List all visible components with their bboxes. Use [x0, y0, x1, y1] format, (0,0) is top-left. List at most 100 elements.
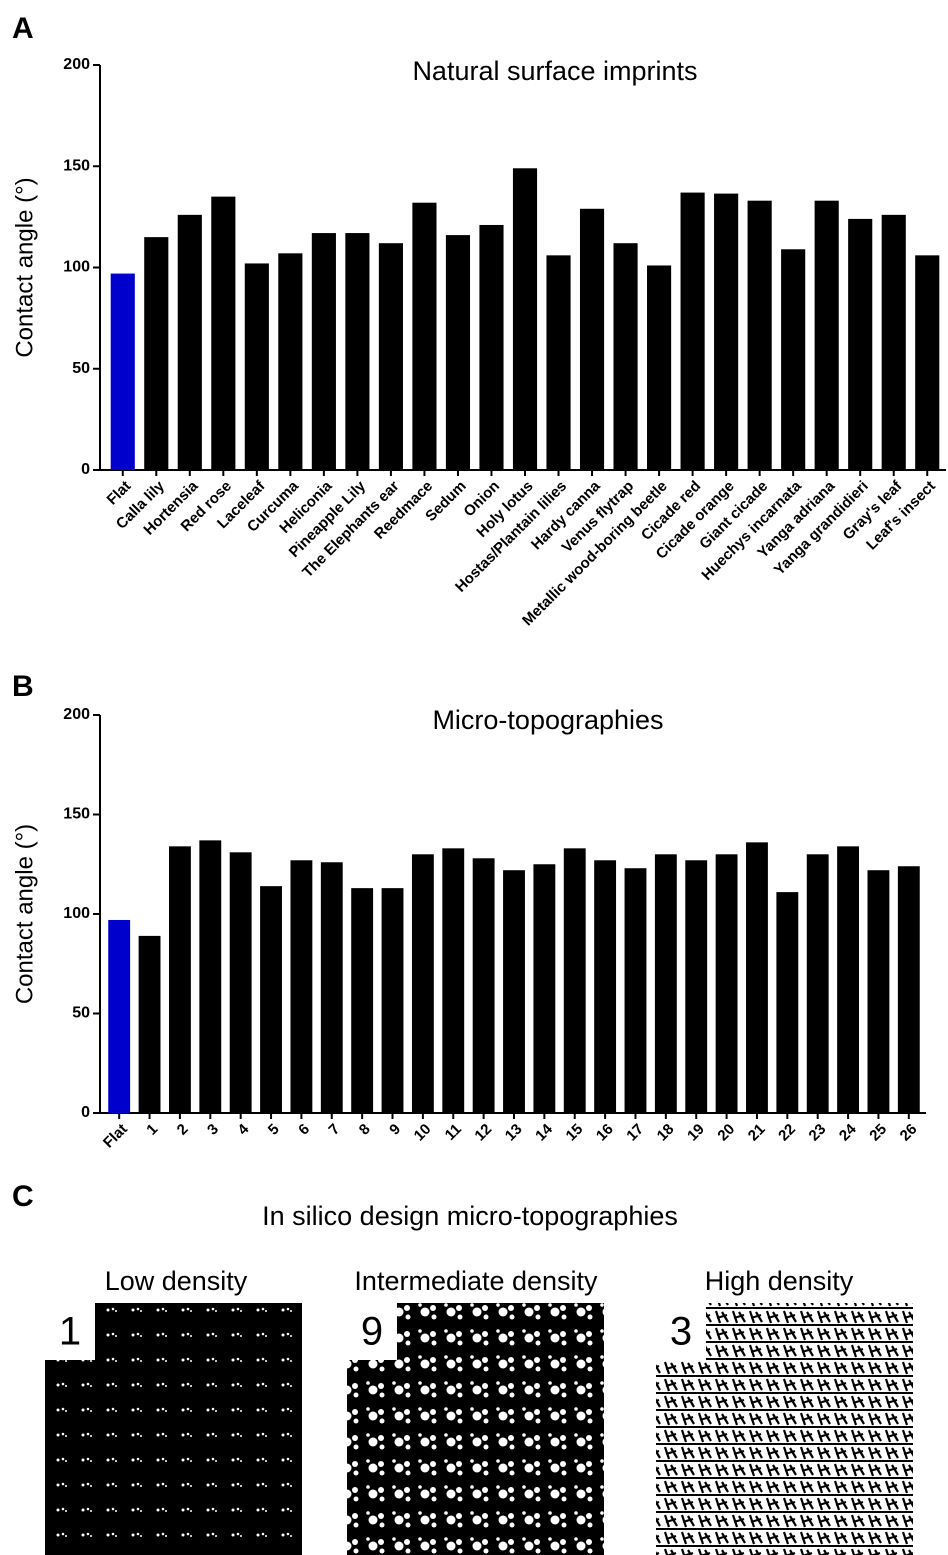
- image-label: High density: [705, 1266, 854, 1296]
- bar: [714, 194, 738, 470]
- bar: [580, 209, 604, 470]
- image-number: 9: [361, 1310, 383, 1354]
- bar: [178, 215, 202, 470]
- bar: [278, 253, 302, 470]
- bar: [748, 201, 772, 470]
- y-tick-label: 200: [63, 56, 90, 73]
- panel-letter: A: [12, 12, 34, 45]
- bar: [746, 842, 768, 1113]
- figure: A B C In silico design micro-topographie…: [0, 0, 948, 1555]
- x-tick-label: 3: [204, 1121, 222, 1139]
- bar: [111, 274, 135, 470]
- bar: [169, 846, 191, 1113]
- x-tick-label: 15: [563, 1121, 587, 1145]
- bar: [546, 255, 570, 470]
- bar: [479, 225, 503, 470]
- bar: [882, 215, 906, 470]
- bar: [245, 263, 269, 470]
- bar: [625, 868, 647, 1113]
- bar: [290, 860, 312, 1113]
- x-tick-label: 24: [836, 1120, 860, 1144]
- chart-title: Micro-topographies: [432, 705, 663, 735]
- bar: [199, 840, 221, 1113]
- bar: [685, 860, 707, 1113]
- y-tick-label: 50: [72, 1005, 90, 1022]
- chart-title: Natural surface imprints: [412, 56, 697, 86]
- y-tick-label: 100: [63, 905, 90, 922]
- image-panel: Low density 1: [45, 1266, 302, 1555]
- x-tick-label: 5: [265, 1121, 283, 1139]
- bar: [716, 854, 738, 1113]
- x-tick-label: 11: [442, 1121, 465, 1144]
- x-tick-label: 8: [356, 1121, 374, 1139]
- x-tick-label: 22: [775, 1121, 799, 1145]
- bar: [613, 243, 637, 470]
- bar: [681, 193, 705, 470]
- bar: [412, 854, 434, 1113]
- bar: [915, 255, 939, 470]
- x-tick-label: 12: [471, 1121, 495, 1145]
- bar: [139, 936, 161, 1113]
- y-tick-label: 200: [63, 706, 90, 723]
- x-tick-label: 25: [866, 1121, 890, 1145]
- y-tick-label: 0: [81, 1104, 90, 1121]
- x-tick-label: 10: [411, 1121, 435, 1145]
- bar: [412, 203, 436, 470]
- x-tick-label: 26: [897, 1121, 921, 1145]
- bar: [260, 886, 282, 1113]
- x-tick-label: 2: [174, 1121, 192, 1139]
- bar: [108, 920, 130, 1113]
- bar: [781, 249, 805, 470]
- y-axis-label: Contact angle (°): [11, 177, 38, 357]
- x-tick-label: 7: [325, 1121, 343, 1139]
- bar: [848, 219, 872, 470]
- bar: [351, 888, 373, 1113]
- panel-title: In silico design micro-topographies: [262, 1201, 678, 1231]
- x-tick-label: 17: [623, 1121, 647, 1145]
- x-tick-label: 6: [295, 1121, 313, 1139]
- x-tick-label: 14: [532, 1120, 556, 1144]
- bar: [776, 892, 798, 1113]
- bar: [513, 168, 537, 470]
- x-tick-label: Flat: [100, 1121, 131, 1152]
- x-tick-label: 21: [745, 1121, 769, 1145]
- y-tick-label: 50: [72, 360, 90, 377]
- bar: [211, 197, 235, 470]
- x-tick-label: 13: [502, 1121, 526, 1145]
- x-tick-label: 19: [684, 1121, 708, 1145]
- y-tick-label: 100: [63, 259, 90, 276]
- bar: [446, 235, 470, 470]
- y-tick-label: 0: [81, 461, 90, 478]
- x-tick-label: 4: [234, 1120, 252, 1138]
- panel-letter: C: [12, 1180, 34, 1213]
- panel-letter: B: [12, 670, 34, 703]
- bar: [379, 243, 403, 470]
- y-axis-label: Contact angle (°): [11, 824, 38, 1004]
- x-tick-label: 20: [714, 1121, 738, 1145]
- x-tick-label: 9: [386, 1121, 404, 1139]
- bar: [898, 866, 920, 1113]
- bar: [564, 848, 586, 1113]
- image-label: Low density: [105, 1266, 248, 1296]
- bar: [321, 862, 343, 1113]
- x-tick-label: 23: [806, 1121, 830, 1145]
- y-tick-label: 150: [63, 806, 90, 823]
- bar: [345, 233, 369, 470]
- image-panel: High density 3: [656, 1266, 913, 1555]
- x-tick-label: 18: [654, 1121, 678, 1145]
- y-tick-label: 150: [63, 157, 90, 174]
- bar: [815, 201, 839, 470]
- x-tick-label: 16: [593, 1121, 617, 1145]
- bar: [503, 870, 525, 1113]
- bar: [312, 233, 336, 470]
- x-tick-label: 1: [143, 1121, 161, 1139]
- bar: [807, 854, 829, 1113]
- bar: [144, 237, 168, 470]
- bar: [655, 854, 677, 1113]
- bar: [647, 265, 671, 470]
- bar: [230, 852, 252, 1113]
- bar: [533, 864, 555, 1113]
- image-label: Intermediate density: [354, 1266, 598, 1296]
- bar: [868, 870, 890, 1113]
- bar: [442, 848, 464, 1113]
